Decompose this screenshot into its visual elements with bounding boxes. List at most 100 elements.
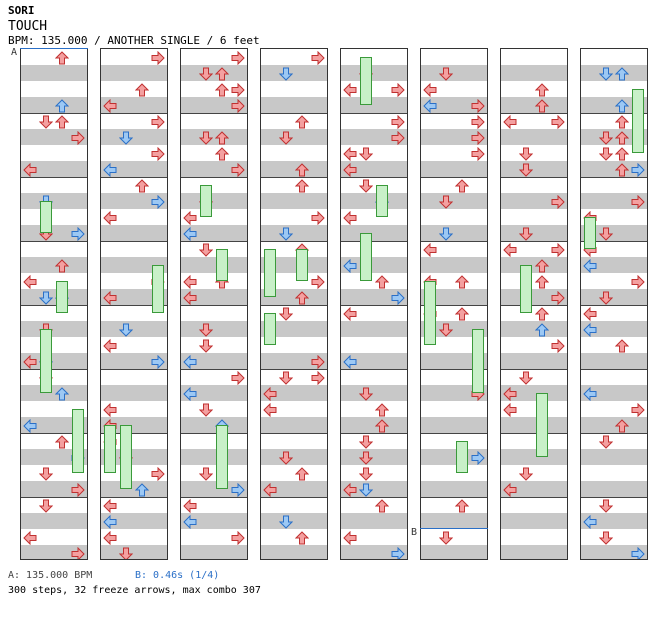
beat-band xyxy=(421,65,487,81)
measure-line xyxy=(341,305,407,306)
beat-band xyxy=(581,513,647,529)
eighth-note-arrow xyxy=(71,226,85,242)
quarter-note-arrow xyxy=(343,482,357,498)
beat-band xyxy=(101,193,167,209)
quarter-note-arrow xyxy=(583,306,597,322)
beat-band xyxy=(21,65,87,81)
beat-band xyxy=(261,353,327,369)
beat-band xyxy=(421,545,487,559)
bpm-line-b xyxy=(420,528,488,529)
chart-column xyxy=(180,48,248,560)
quarter-note-arrow xyxy=(103,290,117,306)
eighth-note-arrow xyxy=(614,98,630,113)
bpm-marker-b: B xyxy=(411,527,418,538)
measure-line xyxy=(501,369,567,370)
beat-band xyxy=(101,97,167,113)
eighth-note-arrow xyxy=(183,226,197,242)
quarter-note-arrow xyxy=(534,274,550,289)
beat-band xyxy=(501,97,567,113)
beat-band xyxy=(101,65,167,81)
quarter-note-arrow xyxy=(38,466,54,481)
beat-band xyxy=(21,161,87,177)
measure-line xyxy=(421,177,487,178)
freeze-arrow xyxy=(536,393,548,457)
quarter-note-arrow xyxy=(598,146,614,161)
quarter-note-arrow xyxy=(503,386,517,402)
beat-band xyxy=(341,97,407,113)
beat-band xyxy=(341,129,407,145)
beat-band xyxy=(181,289,247,305)
quarter-note-arrow xyxy=(183,274,197,290)
bpm-line-a xyxy=(20,48,88,49)
measure-line xyxy=(421,305,487,306)
beat-band xyxy=(181,193,247,209)
beat-band xyxy=(101,545,167,559)
measure-line xyxy=(101,113,167,114)
quarter-note-arrow xyxy=(534,82,550,97)
measure-line xyxy=(341,497,407,498)
quarter-note-arrow xyxy=(471,130,485,146)
beat-band xyxy=(581,129,647,145)
measure-line xyxy=(501,241,567,242)
eighth-note-arrow xyxy=(534,322,550,337)
freeze-arrow xyxy=(40,201,52,233)
freeze-arrow xyxy=(424,281,436,345)
measure-line xyxy=(181,433,247,434)
measure-line xyxy=(501,177,567,178)
quarter-note-arrow xyxy=(278,370,294,385)
beat-band xyxy=(181,513,247,529)
beat-band xyxy=(21,97,87,113)
quarter-note-arrow xyxy=(278,450,294,465)
freeze-arrow xyxy=(200,185,212,217)
quarter-note-arrow xyxy=(198,402,214,417)
bpm-b-label: B: 0.46s (1/4) xyxy=(135,570,220,581)
quarter-note-arrow xyxy=(358,434,374,449)
quarter-note-arrow xyxy=(374,418,390,433)
quarter-note-arrow xyxy=(231,50,245,66)
beat-band xyxy=(341,289,407,305)
measure-line xyxy=(421,433,487,434)
measure-line xyxy=(581,241,647,242)
measure-line xyxy=(21,497,87,498)
beat-band xyxy=(261,193,327,209)
quarter-note-arrow xyxy=(534,258,550,273)
beat-band xyxy=(21,545,87,559)
quarter-note-arrow xyxy=(214,146,230,161)
beat-band xyxy=(501,545,567,559)
beat-band xyxy=(101,353,167,369)
beat-band xyxy=(501,513,567,529)
chart-column xyxy=(100,48,168,560)
beat-band xyxy=(101,129,167,145)
beat-band xyxy=(181,321,247,337)
freeze-arrow xyxy=(216,249,228,281)
measure-line xyxy=(261,497,327,498)
measure-line xyxy=(181,241,247,242)
beat-band xyxy=(581,481,647,497)
quarter-note-arrow xyxy=(471,146,485,162)
beat-band xyxy=(421,97,487,113)
beat-band xyxy=(501,193,567,209)
quarter-note-arrow xyxy=(54,258,70,273)
beat-band xyxy=(181,481,247,497)
eighth-note-arrow xyxy=(391,290,405,306)
beat-band xyxy=(501,481,567,497)
quarter-note-arrow xyxy=(374,402,390,417)
beat-band xyxy=(261,65,327,81)
beat-band xyxy=(101,449,167,465)
measure-line xyxy=(101,497,167,498)
quarter-note-arrow xyxy=(311,210,325,226)
beat-band xyxy=(421,289,487,305)
quarter-note-arrow xyxy=(391,82,405,98)
beat-band xyxy=(181,65,247,81)
quarter-note-arrow xyxy=(471,98,485,114)
eighth-note-arrow xyxy=(183,354,197,370)
beat-band xyxy=(501,289,567,305)
beat-band xyxy=(581,545,647,559)
eighth-note-arrow xyxy=(583,258,597,274)
measure-line xyxy=(181,113,247,114)
beat-band xyxy=(21,193,87,209)
quarter-note-arrow xyxy=(278,130,294,145)
quarter-note-arrow xyxy=(358,178,374,193)
quarter-note-arrow xyxy=(118,546,134,559)
eighth-note-arrow xyxy=(343,354,357,370)
